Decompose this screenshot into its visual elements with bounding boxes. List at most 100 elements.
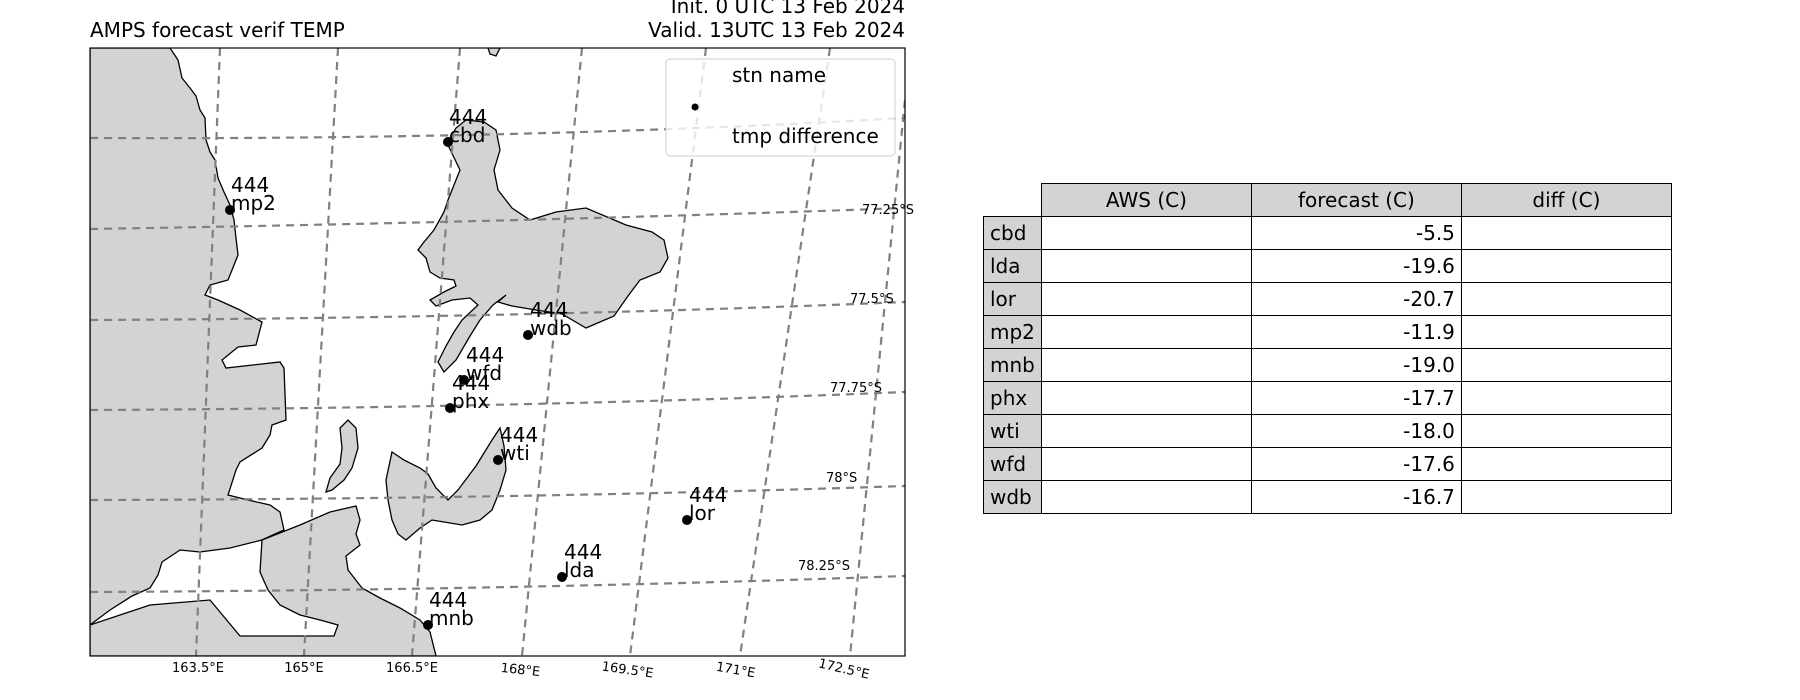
lat-tick-label: 78.25°S — [798, 559, 850, 574]
row-station-label: mnb — [983, 348, 1042, 382]
lon-tick-label: 166.5°E — [386, 661, 438, 676]
station-value: 444 — [466, 343, 504, 367]
forecast-cell: -17.6 — [1250, 447, 1462, 481]
row-station-label: wfd — [983, 447, 1042, 481]
land-top-fragment — [487, 48, 501, 57]
station-marker[interactable] — [493, 455, 503, 465]
station-name: lda — [564, 558, 595, 582]
lat-line-7775 — [90, 390, 905, 412]
aws-cell — [1040, 216, 1252, 250]
station-cbd[interactable]: 444 cbd — [443, 105, 487, 147]
table-row: wti -18.0 — [983, 414, 1672, 448]
aws-cell — [1040, 414, 1252, 448]
lat-line-775 — [90, 300, 905, 322]
station-marker[interactable] — [523, 330, 533, 340]
diff-cell — [1460, 282, 1672, 316]
station-phx[interactable]: 444 phx — [445, 371, 490, 413]
station-value: 444 — [231, 173, 269, 197]
legend-marker — [691, 103, 699, 111]
station-wti[interactable]: 444 wti — [493, 423, 538, 465]
lat-tick-label: 77.25°S — [862, 203, 914, 218]
forecast-cell: -19.6 — [1250, 249, 1462, 283]
lon-line-1665 — [410, 48, 462, 656]
aws-cell — [1040, 381, 1252, 415]
lon-line-165 — [302, 48, 340, 656]
column-header-forecast: forecast (C) — [1250, 183, 1462, 217]
table-row: lda -19.6 — [983, 249, 1672, 283]
station-mp2[interactable]: 444 mp2 — [225, 173, 276, 215]
station-name: lor — [689, 501, 716, 525]
valid-time-label: Valid. 13UTC 13 Feb 2024 — [648, 18, 905, 42]
station-wdb[interactable]: 444 wdb — [523, 298, 572, 340]
column-header-aws: AWS (C) — [1040, 183, 1252, 217]
lon-tick-label: 165°E — [284, 661, 324, 676]
row-station-label: wti — [983, 414, 1042, 448]
diff-cell — [1460, 480, 1672, 514]
station-marker[interactable] — [443, 137, 453, 147]
diff-cell — [1460, 216, 1672, 250]
station-wfd[interactable]: 444 wfd — [459, 343, 504, 385]
station-name: mnb — [429, 606, 474, 630]
forecast-cell: -17.7 — [1250, 381, 1462, 415]
lon-line-1725 — [848, 99, 905, 656]
station-marker[interactable] — [445, 403, 455, 413]
land-ross-island — [417, 119, 669, 374]
station-marker[interactable] — [423, 620, 433, 630]
station-lda[interactable]: 444 lda — [557, 540, 602, 582]
aws-cell — [1040, 249, 1252, 283]
lon-tick-label: 172.5°E — [817, 656, 871, 682]
map-title: AMPS forecast verif TEMP — [90, 18, 345, 42]
station-name: mp2 — [231, 191, 276, 215]
table-row: phx -17.7 — [983, 381, 1672, 415]
station-lor[interactable]: 444 lor — [682, 483, 727, 525]
forecast-cell: -11.9 — [1250, 315, 1462, 349]
lon-line-168 — [520, 48, 584, 656]
lat-tick-label: 77.5°S — [850, 292, 894, 307]
forecast-cell: -19.0 — [1250, 348, 1462, 382]
station-name: wti — [500, 441, 530, 465]
lon-tick-label: 163.5°E — [172, 661, 224, 676]
table-row: mp2 -11.9 — [983, 315, 1672, 349]
station-name: wfd — [466, 361, 502, 385]
row-station-label: wdb — [983, 480, 1042, 514]
lat-line-7725 — [90, 206, 905, 231]
row-station-label: mp2 — [983, 315, 1042, 349]
forecast-cell: -16.7 — [1250, 480, 1462, 514]
station-marker[interactable] — [225, 205, 235, 215]
station-name: cbd — [449, 123, 485, 147]
station-name: wdb — [530, 316, 572, 340]
diff-cell — [1460, 381, 1672, 415]
column-header-diff: diff (C) — [1460, 183, 1672, 217]
table-header-row: AWS (C) forecast (C) diff (C) — [984, 183, 1672, 217]
row-station-label: cbd — [983, 216, 1042, 250]
land-black-island — [325, 419, 359, 494]
row-station-label: lda — [983, 249, 1042, 283]
map-frame — [89, 47, 906, 657]
station-marker[interactable] — [682, 515, 692, 525]
table-row: cbd -5.5 — [983, 216, 1672, 250]
table-corner — [984, 184, 1042, 217]
station-value: 444 — [449, 105, 487, 129]
diff-cell — [1460, 447, 1672, 481]
land-south — [90, 505, 437, 656]
aws-cell — [1040, 447, 1252, 481]
forecast-cell: -5.5 — [1250, 216, 1462, 250]
aws-cell — [1040, 348, 1252, 382]
lon-tick-label: 168°E — [500, 661, 541, 680]
diff-cell — [1460, 249, 1672, 283]
lon-tick-label: 169.5°E — [601, 659, 655, 681]
forecast-cell: -18.0 — [1250, 414, 1462, 448]
station-value: 444 — [429, 588, 467, 612]
lat-line-78 — [90, 484, 905, 502]
station-marker[interactable] — [459, 375, 469, 385]
aws-cell — [1040, 282, 1252, 316]
diff-cell — [1460, 315, 1672, 349]
row-station-label: lor — [983, 282, 1042, 316]
lat-tick-label: 77.75°S — [830, 381, 882, 396]
row-station-label: phx — [983, 381, 1042, 415]
station-mnb[interactable]: 444 mnb — [423, 588, 474, 630]
station-marker[interactable] — [557, 572, 567, 582]
station-value: 444 — [564, 540, 602, 564]
init-time-label: Init. 0 UTC 13 Feb 2024 — [670, 0, 905, 18]
